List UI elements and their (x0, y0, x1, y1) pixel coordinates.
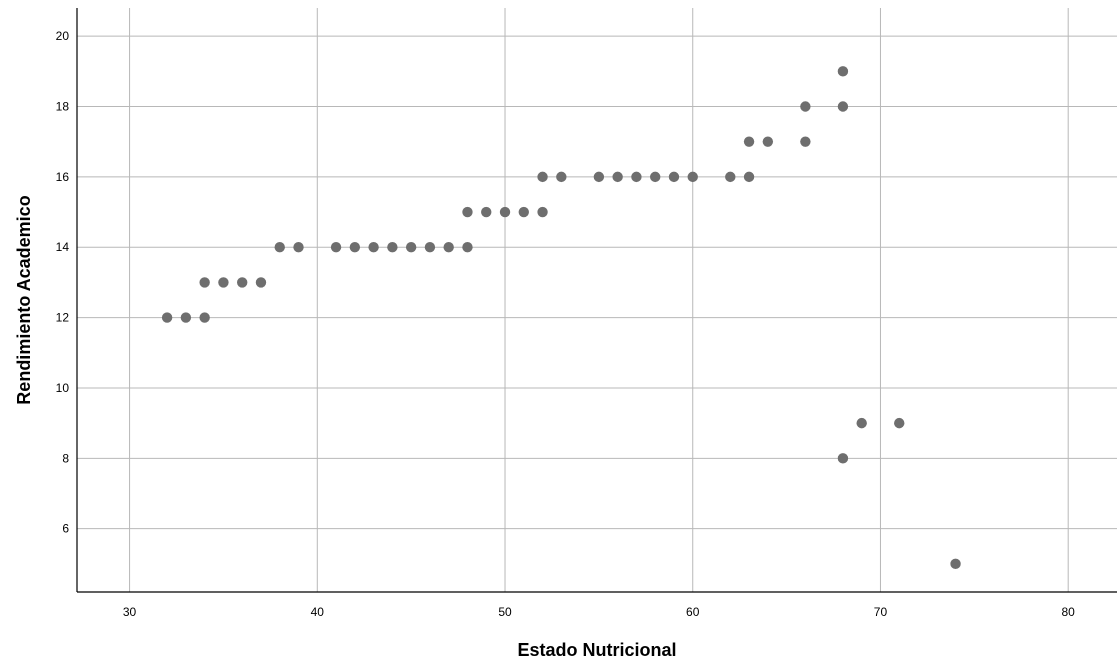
data-point (330, 242, 342, 253)
x-tick-label: 70 (874, 605, 888, 619)
data-point (837, 453, 849, 464)
data-point (856, 417, 867, 429)
data-point (894, 417, 905, 429)
data-point (537, 171, 548, 183)
data-point (368, 242, 379, 253)
x-tick-label: 30 (123, 605, 137, 619)
data-point (725, 171, 736, 183)
data-point (499, 206, 511, 218)
y-tick-label: 14 (56, 240, 70, 254)
data-points (161, 66, 961, 570)
grid-lines (77, 8, 1117, 592)
data-point (424, 242, 436, 253)
data-point (518, 206, 529, 218)
data-point (199, 312, 210, 323)
y-tick-label: 20 (56, 29, 70, 43)
data-point (800, 136, 811, 147)
y-tick-label: 16 (56, 170, 70, 184)
x-tick-labels: 30 40 50 60 70 80 (123, 605, 1075, 619)
y-tick-label: 6 (62, 522, 69, 536)
data-point (556, 171, 567, 183)
data-point (631, 171, 642, 183)
data-point (462, 206, 473, 218)
data-point (481, 206, 492, 218)
x-tick-label: 50 (498, 605, 512, 619)
y-tick-label: 18 (56, 100, 70, 114)
data-point (236, 277, 248, 288)
data-point (649, 171, 661, 183)
y-tick-label: 12 (56, 311, 70, 325)
data-point (837, 101, 849, 112)
data-point (743, 171, 755, 183)
data-point (199, 277, 210, 288)
data-point (405, 242, 417, 253)
data-point (293, 242, 304, 253)
data-point (950, 558, 961, 570)
data-point (462, 242, 473, 253)
data-point (218, 277, 229, 288)
data-point (762, 136, 774, 147)
data-point (837, 66, 849, 77)
x-tick-label: 60 (686, 605, 700, 619)
x-tick-label: 40 (311, 605, 325, 619)
data-point (537, 206, 548, 218)
data-point (161, 312, 173, 323)
y-tick-label: 10 (56, 381, 70, 395)
x-axis-title: Estado Nutricional (517, 640, 676, 660)
data-point (180, 312, 192, 323)
data-point (800, 101, 811, 112)
data-point (593, 171, 605, 183)
data-point (443, 242, 454, 253)
data-point (743, 136, 755, 147)
y-tick-label: 8 (62, 451, 69, 465)
x-tick-label: 80 (1062, 605, 1076, 619)
data-point (349, 242, 361, 253)
data-point (668, 171, 680, 183)
data-point (387, 242, 398, 253)
y-tick-labels: 6 8 10 12 14 16 18 20 (56, 29, 70, 536)
y-axis-title: Rendimiento Academico (14, 195, 34, 404)
data-point (687, 171, 698, 183)
data-point (612, 171, 623, 183)
data-point (255, 277, 267, 288)
data-point (274, 242, 285, 253)
